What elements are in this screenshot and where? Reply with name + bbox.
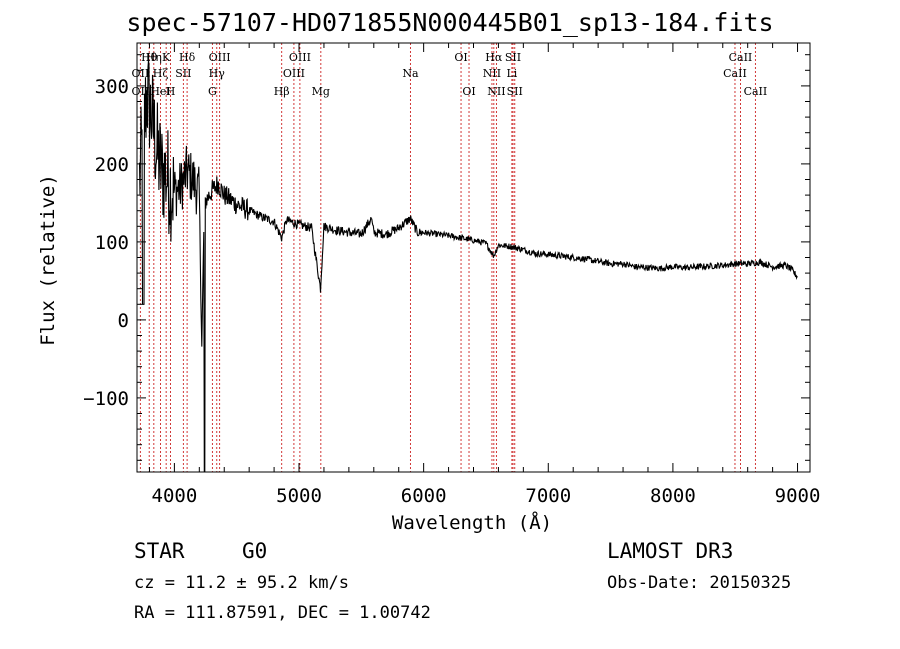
- line-marker-label: Mg: [312, 85, 330, 98]
- line-marker-labels: Hθ OII OII Hη Hζ HeI K H SII Hδ OIII Hγ G Hβ OIII OIII M…: [132, 51, 768, 98]
- y-tick-label: 300: [95, 76, 129, 98]
- x-tick-label: 8000: [650, 485, 696, 507]
- x-tick-label: 4000: [152, 485, 198, 507]
- radial-velocity: cz = 11.2 ± 95.2 km/s: [134, 573, 349, 593]
- line-marker-label: H: [166, 85, 176, 98]
- object-class: STAR: [134, 539, 185, 563]
- y-tick-label: −100: [83, 388, 129, 410]
- line-marker-label: Hζ: [153, 67, 169, 80]
- y-tick-label: 100: [95, 232, 129, 254]
- spectrum-line: [138, 60, 798, 473]
- y-tick-label: 200: [95, 154, 129, 176]
- y-axis-ticks: −100 0 100 200 300: [83, 54, 810, 461]
- line-marker-label: CaII: [729, 51, 753, 64]
- line-marker-label: Hγ: [209, 67, 226, 80]
- line-marker-label: Li: [506, 67, 517, 80]
- line-marker-label: K: [162, 51, 171, 64]
- observation-date: Obs-Date: 20150325: [607, 573, 792, 593]
- line-marker-label: OIII: [289, 51, 311, 64]
- y-tick-label: 0: [118, 310, 129, 332]
- chart-title: spec-57107-HD071855N000445B01_sp13-184.f…: [126, 8, 774, 37]
- x-axis-ticks: 4000 5000 6000 7000 8000 9000: [148, 43, 821, 507]
- x-tick-label: 9000: [775, 485, 821, 507]
- line-marker-label: NII: [483, 67, 501, 80]
- line-marker-label: Hη: [146, 51, 162, 64]
- line-marker-label: Hδ: [179, 51, 196, 64]
- line-marker-label: OIII: [209, 51, 231, 64]
- line-marker-label: Hβ: [274, 85, 290, 98]
- x-tick-label: 7000: [525, 485, 571, 507]
- line-marker-label: G: [208, 85, 217, 98]
- line-marker-label: SII: [505, 51, 521, 64]
- line-marker-label: HeI: [150, 85, 170, 98]
- line-marker-label: NII: [487, 85, 505, 98]
- line-marker-label: SII: [175, 67, 191, 80]
- line-marker-label: OII: [132, 85, 150, 98]
- line-marker-label: CaII: [723, 67, 747, 80]
- line-marker-label: OI: [454, 51, 467, 64]
- x-tick-label: 5000: [276, 485, 322, 507]
- x-tick-label: 6000: [401, 485, 447, 507]
- line-marker-label: Hθ: [141, 51, 158, 64]
- line-marker-label: CaII: [744, 85, 768, 98]
- coordinates: RA = 111.87591, DEC = 1.00742: [134, 603, 431, 623]
- line-marker-label: SII: [507, 85, 523, 98]
- survey-name: LAMOST DR3: [607, 539, 734, 563]
- plot-frame: [136, 42, 811, 473]
- line-marker-label: Hα: [485, 51, 503, 64]
- object-subclass: G0: [242, 539, 268, 563]
- x-axis-label: Wavelength (Å): [392, 511, 552, 534]
- line-marker-label: OII: [132, 67, 150, 80]
- line-markers: [139, 43, 756, 472]
- line-marker-label: Na: [402, 67, 419, 80]
- line-marker-label: OIII: [283, 67, 305, 80]
- y-axis-label: Flux (relative): [37, 174, 59, 346]
- line-marker-label: OI: [462, 85, 475, 98]
